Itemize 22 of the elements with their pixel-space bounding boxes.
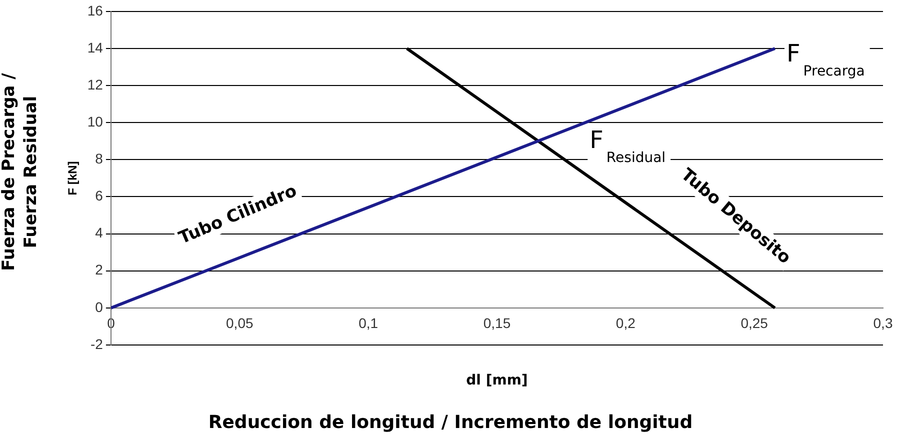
y-tick-label: -2	[90, 336, 104, 352]
y-tick-label: 16	[87, 2, 104, 18]
y-tick-label: 6	[95, 188, 104, 204]
text: Reduccion de longitud / Incremento de longitud	[207, 412, 694, 433]
y-tick-label: 2	[95, 262, 104, 278]
x-axis-title: dl [mm]	[466, 372, 528, 389]
y-tick-label: 8	[95, 150, 104, 167]
x-tick-label: 0,25	[740, 315, 768, 332]
y-axis-title: F [kN]	[66, 161, 80, 196]
x-tick-label: 0,15	[483, 315, 511, 332]
x-tick-label: 0,3	[873, 315, 893, 332]
annotation: FPrecarga	[786, 39, 865, 80]
y-tick-label: 14	[87, 39, 104, 56]
y-tick-label: 10	[87, 113, 104, 130]
text: Fuerza de Precarga / Fuerza Residual	[0, 72, 42, 273]
x-tick-label: 0,2	[616, 315, 636, 332]
x-tick-label: 0,05	[226, 315, 254, 332]
annotation: FResidual	[590, 126, 666, 166]
y-tick-label: 0	[95, 298, 104, 315]
y-tick-label: 12	[87, 76, 104, 92]
y-tick-label: 4	[95, 224, 104, 241]
x-tick-label: 0,1	[358, 315, 378, 332]
